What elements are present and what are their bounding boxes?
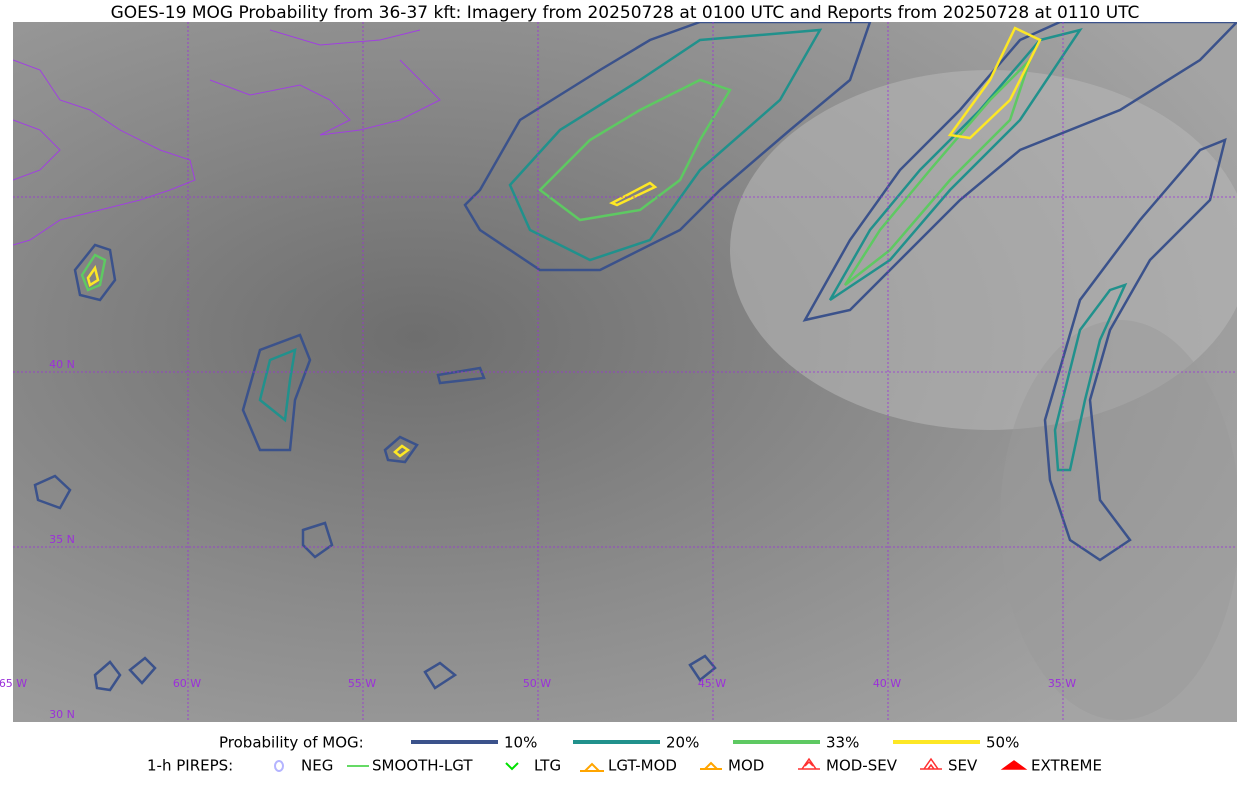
- lon-label: 45 W: [698, 677, 726, 690]
- legend-label: SMOOTH-LGT: [372, 757, 473, 775]
- lon-label: 40 W: [873, 677, 901, 690]
- legend-label: LGT-MOD: [608, 757, 677, 775]
- legend-label: 50%: [986, 734, 1019, 752]
- lat-label: 35 N: [49, 533, 75, 546]
- lon-label: 65 W: [0, 677, 27, 690]
- pirep-icon: [798, 757, 820, 770]
- lat-label: 30 N: [49, 708, 75, 721]
- legend-heading: Probability of MOG:: [219, 734, 364, 752]
- pirep-icon: [700, 761, 722, 770]
- legend: Probability of MOG: 10% 20% 33% 50% 1-h PIREP…: [147, 734, 1102, 775]
- legend-label: LTG: [534, 757, 561, 775]
- legend-label: 10%: [504, 734, 537, 752]
- legend-label: 20%: [666, 734, 699, 752]
- pirep-icon: [1000, 760, 1028, 770]
- legend-label: MOD-SEV: [826, 757, 898, 775]
- lon-label: 55 W: [348, 677, 376, 690]
- lon-label: 35 W: [1048, 677, 1076, 690]
- pirep-icon: [505, 762, 519, 771]
- imagery-bright: [1000, 320, 1237, 720]
- coastlines: [13, 29, 441, 246]
- lon-label: 60 W: [173, 677, 201, 690]
- lat-label: 40 N: [49, 358, 75, 371]
- graticule: [13, 22, 1237, 722]
- pirep-icon: [274, 760, 284, 772]
- graticule-labels: 65 W 60 W 55 W 50 W 45 W 40 W 35 W 40 N 35 N 30 N: [0, 358, 1076, 721]
- legend-label: MOD: [728, 757, 764, 775]
- lon-label: 50 W: [523, 677, 551, 690]
- pirep-icon: [580, 762, 604, 772]
- contours: [33, 22, 1237, 692]
- legend-heading: 1-h PIREPS:: [147, 757, 233, 775]
- legend-label: EXTREME: [1031, 757, 1102, 775]
- map: [13, 22, 1237, 722]
- legend-label: 33%: [826, 734, 859, 752]
- title: GOES-19 MOG Probability from 36-37 kft: …: [111, 3, 1140, 23]
- pirep-icon: [920, 757, 942, 770]
- legend-label: NEG: [301, 757, 333, 775]
- legend-label: SEV: [948, 757, 978, 775]
